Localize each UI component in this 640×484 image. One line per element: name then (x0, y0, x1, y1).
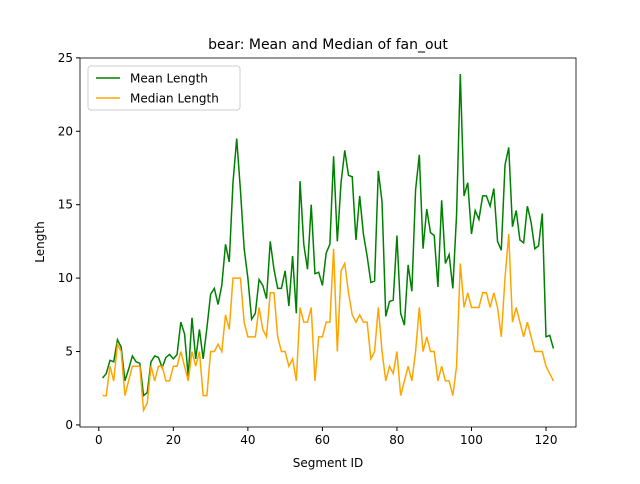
x-tick-label: 80 (389, 433, 404, 447)
y-tick-label: 15 (58, 198, 73, 212)
x-tick-label: 60 (315, 433, 330, 447)
y-axis-label: Length (33, 221, 47, 262)
x-tick-label: 120 (535, 433, 558, 447)
legend-label: Mean Length (130, 72, 208, 86)
y-tick-label: 20 (58, 124, 73, 138)
y-tick-label: 5 (65, 345, 73, 359)
line-series (101, 73, 555, 398)
legend-box (87, 65, 241, 111)
plot-frame (79, 57, 577, 428)
x-tick-label: 40 (240, 433, 255, 447)
y-tick-label: 10 (58, 271, 73, 285)
chart-title: bear: Mean and Median of fan_out (208, 37, 448, 53)
x-tick-label: 20 (166, 433, 181, 447)
y-tick-label: 0 (65, 418, 73, 432)
x-tick-label: 0 (95, 433, 103, 447)
x-tick-label: 100 (460, 433, 483, 447)
x-axis-label: Segment ID (293, 456, 364, 470)
line-series (102, 233, 555, 413)
legend-label: Median Length (130, 92, 219, 106)
y-tick-label: 25 (58, 51, 73, 65)
